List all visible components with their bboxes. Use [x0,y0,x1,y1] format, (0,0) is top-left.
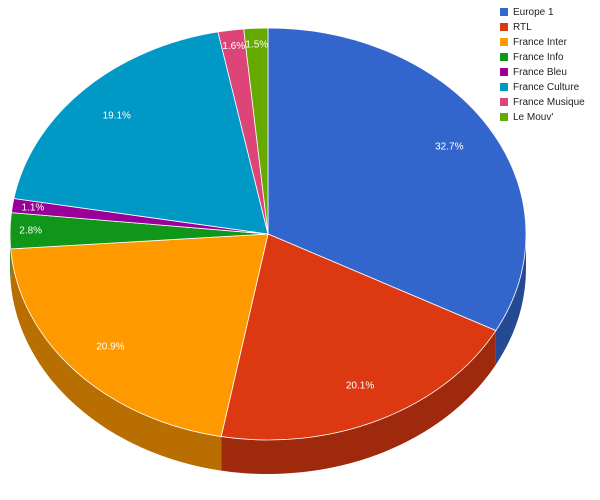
slice [267,27,527,332]
slice [220,233,497,441]
value-label: 2.8% [19,226,42,237]
value-label: 19.1% [103,111,131,122]
slice [10,233,269,438]
legend-label: France Info [513,52,564,63]
pie-sides [10,234,526,474]
legend-label: France Musique [513,97,585,108]
slice-side [10,248,222,471]
slice-side [221,330,496,474]
pie-top [9,27,527,441]
legend-swatch [500,23,508,31]
slice [243,27,269,235]
legend-swatch [500,83,508,91]
value-label: 1.5% [245,39,268,50]
legend-label: RTL [513,22,532,33]
slice-side [495,234,526,365]
legend-swatch [500,113,508,121]
legend-label: France Bleu [513,67,567,78]
value-label: 1.1% [22,202,45,213]
slice [13,31,269,235]
legend-swatch [500,8,508,16]
legend: Europe 1 RTL France Inter France Info France… [500,7,585,123]
value-label: 20.1% [346,381,374,392]
legend-swatch [500,38,508,46]
value-label: 32.7% [435,142,463,153]
legend-label: Europe 1 [513,7,554,18]
legend-label: France Culture [513,82,580,93]
legend-swatch [500,53,508,61]
value-label: 1.6% [222,41,245,52]
value-label: 20.9% [96,341,124,352]
legend-swatch [500,68,508,76]
legend-label: Le Mouv' [513,112,553,123]
legend-label: France Inter [513,37,568,48]
legend-swatch [500,98,508,106]
